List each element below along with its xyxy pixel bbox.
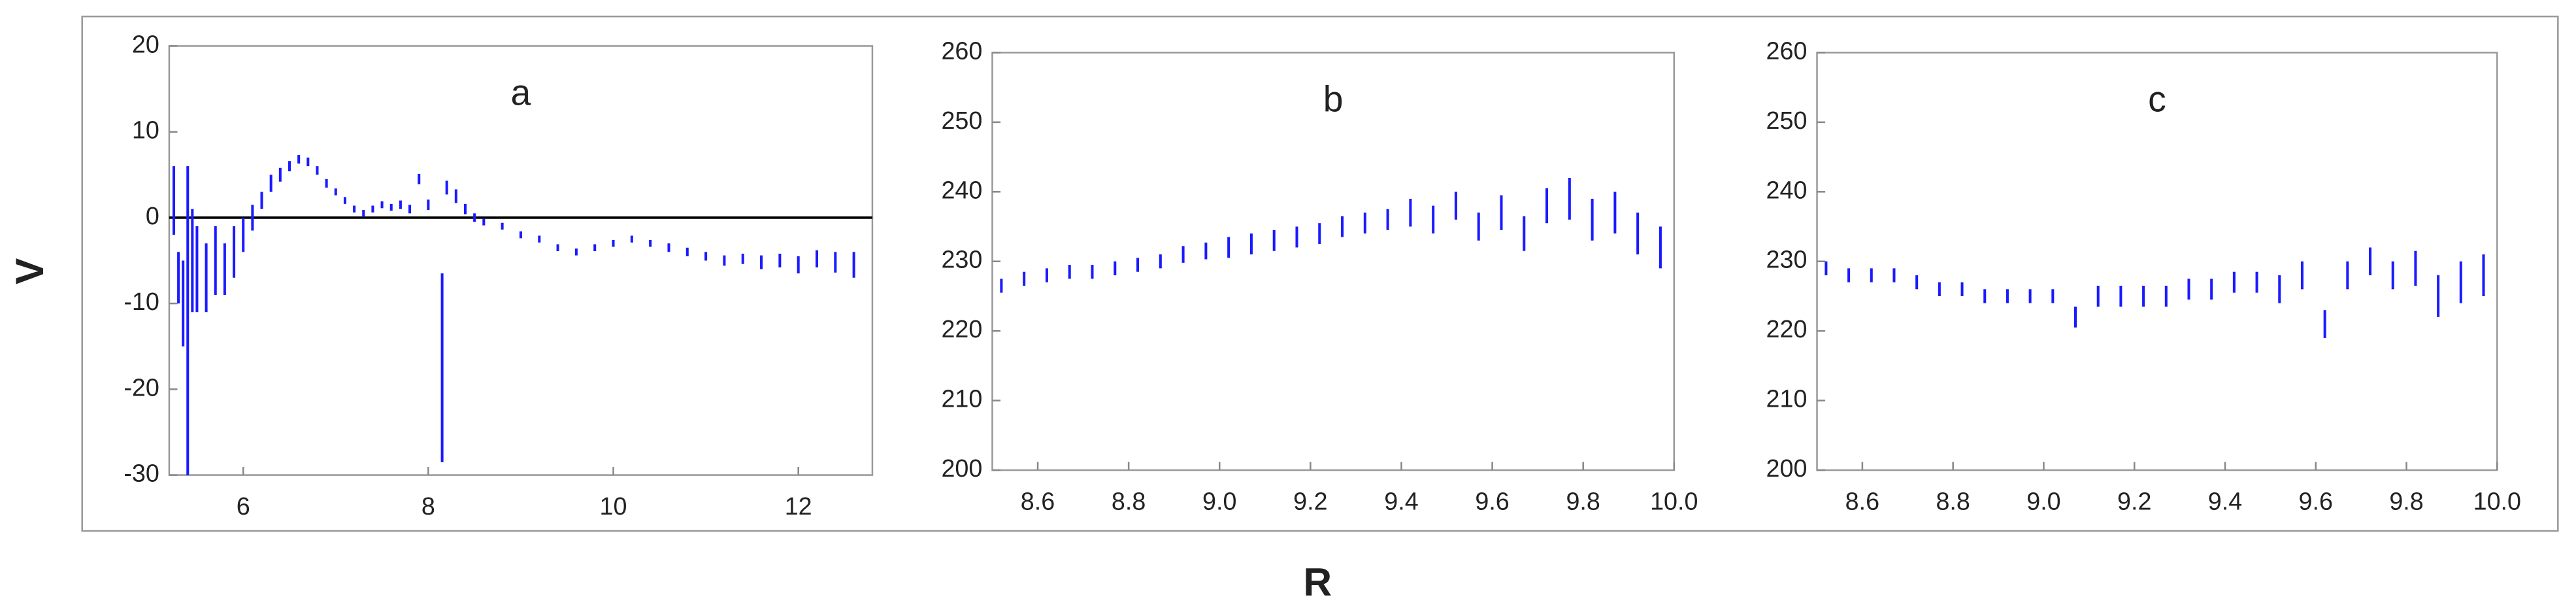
y-tick-label: 200 [1766, 454, 1808, 482]
y-tick-label: -30 [124, 460, 159, 487]
panel-title: a [511, 72, 531, 112]
panel-title: c [2148, 78, 2166, 119]
x-tick-label: 9.8 [2389, 487, 2423, 515]
figure-frame [81, 15, 2559, 532]
x-tick-label: 10.0 [2473, 487, 2521, 515]
x-tick-label: 10.0 [1650, 487, 1698, 515]
x-tick-label: 9.4 [2208, 487, 2242, 515]
y-tick-label: 240 [941, 176, 982, 203]
y-tick-label: 240 [1766, 176, 1808, 203]
y-tick-label: 260 [1766, 37, 1808, 64]
x-tick-label: 9.6 [2299, 487, 2333, 515]
y-axis-label: V [7, 258, 52, 284]
x-tick-label: 8.6 [1021, 487, 1055, 515]
x-tick-label: 10 [600, 492, 627, 520]
x-tick-label: 9.0 [2026, 487, 2060, 515]
x-tick-label: 12 [785, 492, 812, 520]
y-tick-label: 210 [941, 385, 982, 413]
y-tick-label: 250 [1766, 107, 1808, 134]
y-tick-label: 210 [1766, 385, 1808, 413]
y-tick-label: -20 [124, 373, 159, 401]
y-tick-label: 10 [132, 116, 159, 144]
y-tick-label: 260 [941, 37, 982, 64]
y-tick-label: 230 [941, 246, 982, 273]
y-tick-label: 200 [941, 454, 982, 482]
y-tick-label: -10 [124, 288, 159, 315]
y-tick-label: 220 [1766, 315, 1808, 343]
x-tick-label: 9.2 [2117, 487, 2151, 515]
x-tick-label: 8.6 [1845, 487, 1879, 515]
x-tick-label: 9.2 [1293, 487, 1327, 515]
x-tick-label: 9.6 [1475, 487, 1509, 515]
plot-frame [168, 45, 874, 476]
x-tick-label: 9.0 [1202, 487, 1236, 515]
x-tick-label: 6 [237, 492, 250, 520]
y-tick-label: 20 [132, 30, 159, 58]
x-axis-label: R [1303, 560, 1332, 604]
y-tick-label: 250 [941, 107, 982, 134]
x-tick-label: 9.4 [1384, 487, 1418, 515]
y-tick-label: 230 [1766, 246, 1808, 273]
x-tick-label: 9.8 [1566, 487, 1600, 515]
y-tick-label: 0 [146, 202, 159, 230]
x-tick-label: 8.8 [1112, 487, 1146, 515]
x-tick-label: 8 [421, 492, 435, 520]
y-tick-label: 220 [941, 315, 982, 343]
x-tick-label: 8.8 [1936, 487, 1970, 515]
panel-title: b [1323, 78, 1344, 119]
